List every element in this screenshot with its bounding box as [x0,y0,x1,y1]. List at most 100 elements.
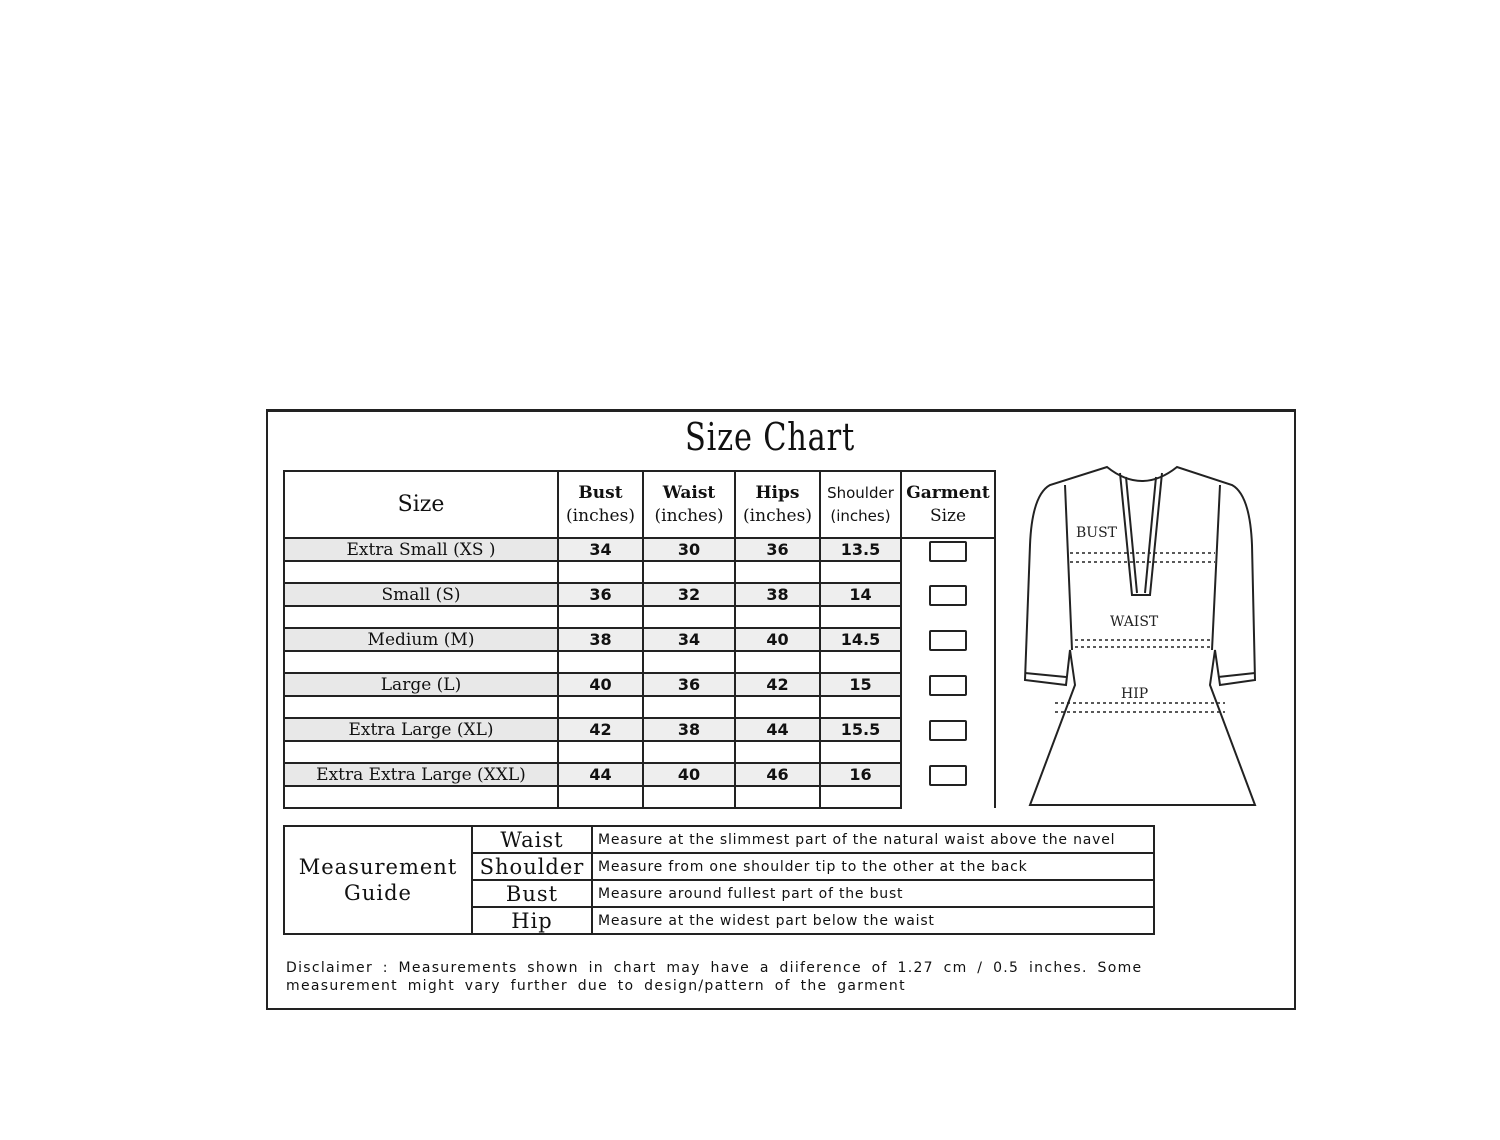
garment-size-cell [900,763,996,808]
header-text: Bust [578,482,623,503]
cell-waist: 40 [642,762,736,787]
spacer-row [283,785,995,809]
cell-size: Extra Extra Large (XXL) [283,762,559,787]
cell-size: Extra Large (XL) [283,717,559,742]
cell-bust: 40 [557,672,644,697]
header-hips: Hips (inches) [734,470,821,539]
cell-shoulder: 14 [819,582,902,607]
header-text: Hips [755,482,800,503]
bust-label: BUST [1076,525,1118,541]
cell-shoulder: 14.5 [819,627,902,652]
empty-cell [642,650,736,674]
empty-cell [734,785,821,809]
spacer-row [283,650,995,674]
garment-size-checkbox[interactable] [929,585,967,606]
empty-cell [734,605,821,629]
chart-title: Size Chart [685,415,855,459]
header-text: (inches) [830,506,891,525]
cell-size: Extra Small (XS ) [283,537,559,562]
guide-label: Bust [471,879,593,908]
spacer-row [283,740,995,764]
empty-cell [819,650,902,674]
guide-row: Measurement Guide Waist Measure at the sli… [283,825,1155,935]
empty-cell [819,560,902,584]
size-row: Extra Small (XS ) 34 30 36 13.5 [283,537,996,583]
cell-shoulder: 16 [819,762,902,787]
cell-hips: 40 [734,627,821,652]
cell-waist: 36 [642,672,736,697]
disclaimer: Disclaimer : Measurements shown in chart… [286,960,1143,994]
cell-waist: 34 [642,627,736,652]
empty-cell [283,695,559,719]
size-row: Large (L) 40 36 42 15 [283,672,996,718]
header-garment: Garment Size [900,470,996,539]
garment-size-checkbox[interactable] [929,630,967,651]
guide-text: Measure at the widest part below the wai… [591,906,1155,935]
empty-cell [642,560,736,584]
header-text: Waist [662,482,716,503]
garment-size-cell [900,628,996,673]
empty-cell [819,605,902,629]
size-table: Size Bust (inches) Waist (inches) Hips (inches… [283,470,996,809]
cell-shoulder: 15.5 [819,717,902,742]
empty-cell [557,650,644,674]
size-row: Extra Extra Large (XXL) 44 40 46 16 [283,762,996,808]
cell-waist: 38 [642,717,736,742]
size-row: Extra Large (XL) 42 38 44 15.5 [283,717,996,763]
header-text: Shoulder [827,483,894,502]
empty-cell [642,785,736,809]
cell-waist: 32 [642,582,736,607]
garment-outline [1023,465,1257,806]
cell-bust: 44 [557,762,644,787]
guide-row: Bust Measure around fullest part of the b… [284,879,1155,908]
cell-hips: 36 [734,537,821,562]
header-text: (inches) [566,505,635,526]
spacer-row [283,605,995,629]
waist-label: WAIST [1110,614,1159,630]
header-text: (inches) [743,505,812,526]
garment-size-cell [900,718,996,763]
empty-cell [642,695,736,719]
garment-size-checkbox[interactable] [929,541,967,562]
cell-size: Small (S) [283,582,559,607]
neck-placket [1119,472,1163,596]
empty-cell [283,605,559,629]
guide-label: Waist [471,825,593,854]
header-size: Size [283,470,559,539]
header-text: (inches) [654,505,724,526]
header-shoulder: Shoulder (inches) [819,470,902,539]
cell-hips: 46 [734,762,821,787]
cell-bust: 42 [557,717,644,742]
garment-size-checkbox[interactable] [929,765,967,786]
header-text: Size [397,492,445,517]
measurement-guide: Measurement Guide Waist Measure at the sli… [283,825,1155,935]
empty-cell [283,650,559,674]
empty-cell [283,740,559,764]
header-waist: Waist (inches) [642,470,736,539]
cell-hips: 44 [734,717,821,742]
garment-size-checkbox[interactable] [929,675,967,696]
measure-lines [1055,552,1225,713]
garment-size-checkbox[interactable] [929,720,967,741]
guide-title: Measurement Guide [283,825,473,935]
empty-cell [819,785,902,809]
header-text: Garment [906,482,990,503]
garment-illustration: BUST WAIST HIP [1023,465,1257,806]
spacer-row [283,695,995,719]
spacer-row [283,560,995,584]
guide-text: Measure around fullest part of the bust [591,879,1155,908]
hip-label: HIP [1121,686,1148,702]
header-text: Size [929,505,967,526]
guide-row: Shoulder Measure from one shoulder tip to… [284,852,1155,881]
cell-bust: 34 [557,537,644,562]
empty-cell [557,605,644,629]
guide-text: Measure at the slimmest part of the natu… [591,825,1155,854]
cell-bust: 38 [557,627,644,652]
empty-cell [557,740,644,764]
empty-cell [283,560,559,584]
cell-hips: 42 [734,672,821,697]
garment-size-cell [900,538,996,583]
empty-cell [734,695,821,719]
empty-cell [642,740,736,764]
empty-cell [557,695,644,719]
